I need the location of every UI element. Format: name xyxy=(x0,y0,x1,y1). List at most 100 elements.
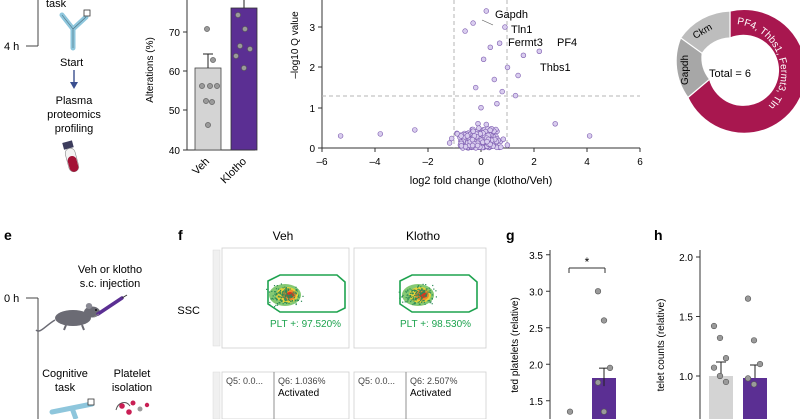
event-dot xyxy=(413,297,415,299)
event-dot xyxy=(282,292,284,294)
veh-dot xyxy=(209,99,215,105)
event-dot xyxy=(426,293,428,295)
blood-tube-icon xyxy=(62,140,80,173)
event-dot xyxy=(422,291,424,293)
gene-label-gapdh: Gapdh xyxy=(495,9,528,21)
event-dot xyxy=(279,291,281,293)
volcano-point xyxy=(483,121,489,128)
event-dot xyxy=(286,296,288,298)
volcano-point xyxy=(377,131,383,137)
event-dot xyxy=(413,300,415,302)
event-dot xyxy=(296,289,298,291)
event-dot xyxy=(414,290,416,292)
event-dot xyxy=(275,298,278,300)
event-dot xyxy=(430,292,432,294)
panel-f: f Veh Klotho SSC PLT +: 97.520% PLT +: 9… xyxy=(177,227,487,419)
event-dot xyxy=(418,303,420,305)
volcano-xtick: 4 xyxy=(584,157,590,168)
event-dot xyxy=(284,288,286,291)
event-dot xyxy=(275,288,278,290)
event-dot xyxy=(278,288,280,290)
volcano-point xyxy=(446,140,453,146)
event-dot xyxy=(426,292,428,294)
volcano-xtick: 2 xyxy=(531,157,537,168)
event-dot xyxy=(277,296,279,298)
event-dot xyxy=(287,288,289,290)
volcano-xtick: –2 xyxy=(422,157,434,168)
event-dot xyxy=(278,302,280,304)
klotho-dot xyxy=(241,65,247,71)
event-dot xyxy=(421,298,423,300)
veh-dot xyxy=(207,83,213,89)
panel-g-ticks: 3.5 3.0 2.5 2.0 1.5 xyxy=(529,251,550,408)
event-dot xyxy=(419,294,421,296)
event-dot xyxy=(420,288,423,290)
event-dot xyxy=(425,289,427,291)
event-dot xyxy=(407,290,409,292)
volcano-point xyxy=(500,136,506,142)
panel-letter-e: e xyxy=(4,227,12,243)
panel-g-tick-label: 2.0 xyxy=(529,360,543,371)
significance-star: * xyxy=(585,255,590,269)
panel-g-klotho-dot xyxy=(600,317,608,324)
event-dot xyxy=(296,290,298,292)
syringe-icon xyxy=(93,294,128,318)
panel-g-ylabel: ted platelets (relative) xyxy=(510,297,521,393)
q5-veh: Q5: 0.0... xyxy=(226,376,263,386)
event-dot xyxy=(405,297,407,299)
event-dot xyxy=(417,286,419,288)
event-dot xyxy=(420,299,422,301)
event-dot xyxy=(284,294,286,296)
event-dot xyxy=(415,299,417,301)
event-dot xyxy=(418,295,420,297)
volcano-xtick: –4 xyxy=(369,157,381,168)
event-dot xyxy=(432,284,434,287)
event-dot xyxy=(424,294,427,296)
event-dot xyxy=(295,289,297,291)
veh-xlabel: Veh xyxy=(190,156,212,178)
panel-h-marks xyxy=(710,295,764,388)
volcano-point xyxy=(498,144,504,150)
gene-label-thbs1: Thbs1 xyxy=(540,62,571,74)
panel-h-tick-label: 1.5 xyxy=(679,313,693,324)
event-dot xyxy=(422,290,424,292)
event-dot xyxy=(282,294,284,296)
event-dot xyxy=(276,293,278,295)
event-dot xyxy=(279,302,281,304)
event-dot xyxy=(418,297,420,299)
volcano-ytick-2: 2 xyxy=(309,63,315,74)
event-dot xyxy=(286,293,288,295)
event-dot xyxy=(420,296,422,298)
proteomics-line-1: Plasma xyxy=(56,95,94,107)
volcano-point xyxy=(480,56,487,62)
klotho-dot xyxy=(233,53,239,59)
event-dot xyxy=(285,287,287,289)
start-label: Start xyxy=(60,57,83,69)
event-dot xyxy=(271,290,273,292)
event-dot xyxy=(291,300,294,302)
volcano-point xyxy=(476,125,482,131)
event-dot xyxy=(423,290,425,292)
veh-dot xyxy=(210,57,216,63)
event-dot xyxy=(275,294,277,296)
event-dot xyxy=(407,300,409,302)
event-dot xyxy=(279,296,281,298)
volcano-point xyxy=(515,72,521,79)
panel-e: e 0 h Veh or klotho s.c. injection Cogni… xyxy=(4,227,152,419)
event-dot xyxy=(279,293,281,295)
event-dot xyxy=(421,290,424,292)
activated-klotho: Activated xyxy=(410,388,451,399)
volcano-point xyxy=(462,28,468,34)
event-dot xyxy=(423,300,425,302)
event-dot xyxy=(435,290,437,292)
event-dot xyxy=(276,292,278,294)
event-dot xyxy=(413,289,415,291)
event-dot xyxy=(409,288,411,290)
activated-veh: Activated xyxy=(278,388,319,399)
event-dot xyxy=(274,306,276,308)
time-label-4h: 4 h xyxy=(4,41,19,53)
event-dot xyxy=(283,290,285,292)
event-dot xyxy=(280,293,282,295)
event-dot xyxy=(283,293,285,296)
